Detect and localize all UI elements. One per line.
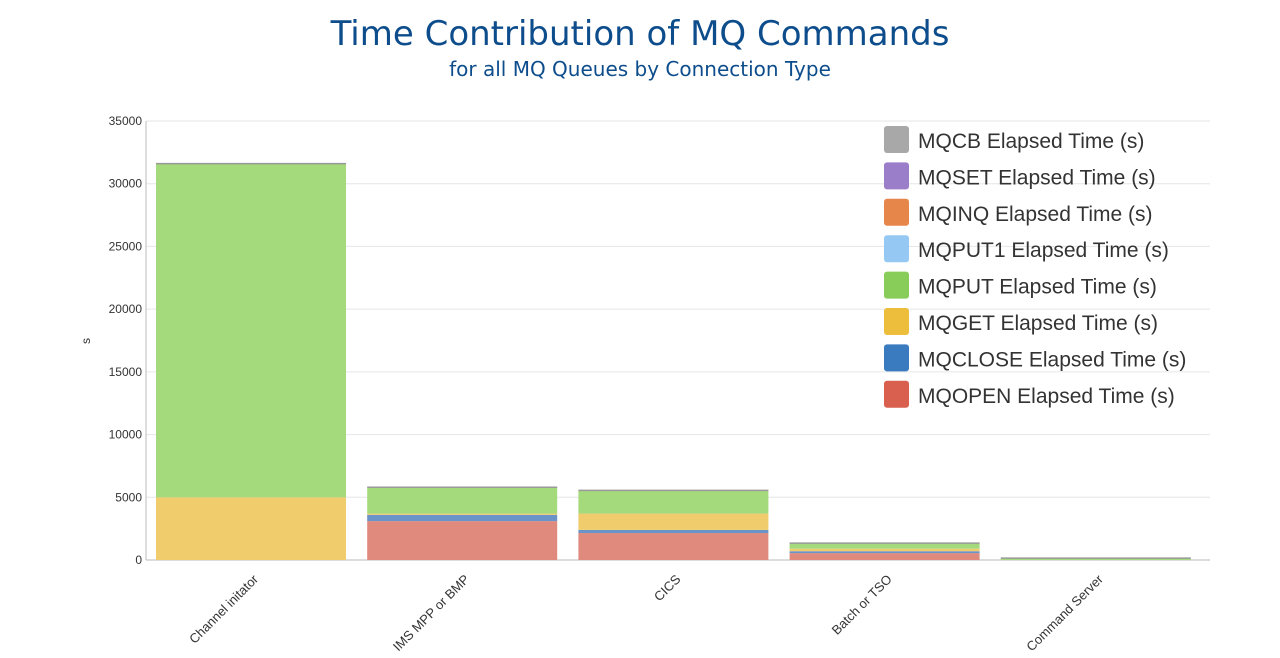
y-tick-label: 10000 — [109, 428, 143, 442]
legend-swatch — [884, 271, 909, 299]
y-tick-label: 35000 — [109, 114, 143, 128]
bar-segment — [789, 551, 980, 554]
legend-swatch — [884, 344, 909, 372]
legend-label: MQINQ Elapsed Time (s) — [918, 203, 1153, 226]
bar-segment — [578, 490, 769, 514]
chart-subtitle: for all MQ Queues by Connection Type — [449, 57, 831, 81]
bar-segment — [789, 553, 980, 560]
legend-swatch — [884, 308, 909, 335]
bar-segment — [789, 548, 980, 552]
legend-label: MQOPEN Elapsed Time (s) — [918, 385, 1175, 408]
y-tick-label: 0 — [135, 553, 142, 567]
legend-label: MQCLOSE Elapsed Time (s) — [918, 348, 1186, 371]
y-tick-label: 15000 — [109, 365, 143, 379]
legend-swatch — [884, 235, 909, 263]
legend-label: MQCB Elapsed Time (s) — [918, 130, 1144, 153]
y-tick-label: 5000 — [115, 490, 142, 504]
bar-segment — [578, 529, 769, 534]
legend-swatch — [884, 126, 909, 153]
x-tick-label: Batch or TSO — [829, 572, 895, 638]
bar-segment — [1000, 558, 1191, 560]
bar-segment — [367, 513, 558, 515]
bar-segment — [367, 487, 558, 514]
bar-segment — [156, 497, 346, 560]
bar-segment — [789, 543, 980, 549]
y-tick-label: 25000 — [109, 239, 143, 253]
bar-segment — [156, 163, 346, 498]
x-tick-label: Command Server — [1023, 571, 1106, 654]
chart-title: Time Contribution of MQ Commands — [330, 14, 950, 54]
legend-swatch — [884, 162, 909, 190]
legend-label: MQPUT Elapsed Time (s) — [918, 276, 1157, 299]
y-tick-label: 20000 — [109, 302, 143, 316]
x-tick-label: CICS — [651, 571, 684, 604]
bar-segment — [578, 513, 769, 530]
legend-label: MQGET Elapsed Time (s) — [918, 312, 1158, 335]
bar-segment — [578, 533, 769, 560]
x-tick-label: Channel initator — [186, 571, 261, 646]
y-axis-label: s — [79, 338, 93, 344]
x-tick-label: IMS MPP or BMP — [390, 572, 472, 654]
legend-swatch — [884, 198, 909, 226]
bar-segment — [367, 521, 558, 560]
legend-label: MQPUT1 Elapsed Time (s) — [918, 239, 1169, 262]
bar-segment — [367, 514, 558, 522]
legend-label: MQSET Elapsed Time (s) — [918, 166, 1156, 189]
legend-swatch — [884, 380, 909, 408]
y-tick-label: 30000 — [109, 177, 143, 191]
